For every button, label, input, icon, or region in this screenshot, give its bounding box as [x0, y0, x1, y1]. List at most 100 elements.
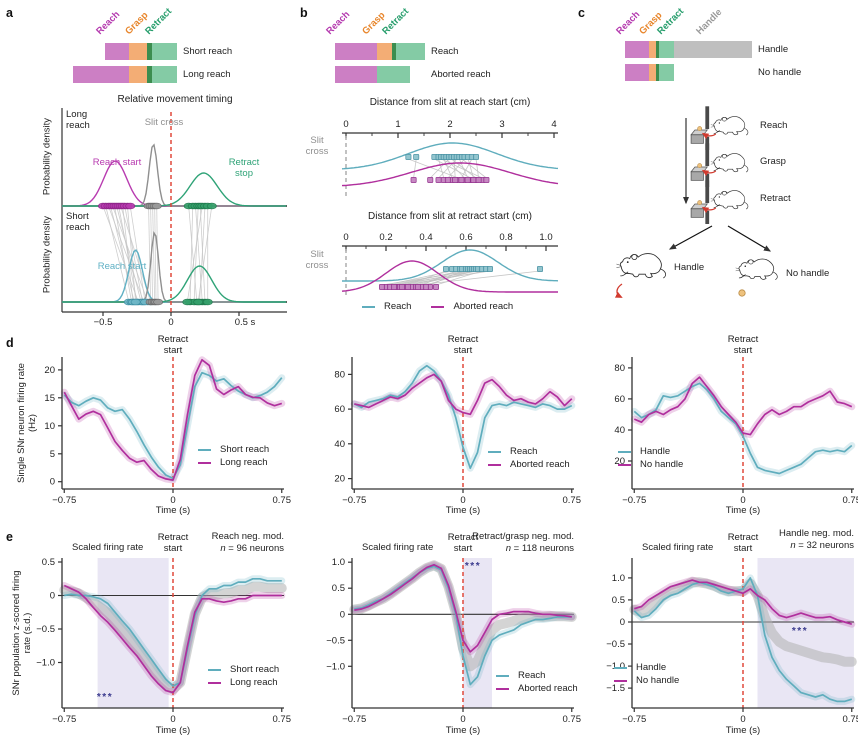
bar-segment-grasp: [377, 43, 392, 60]
data-point: [390, 283, 397, 290]
density-curve-reach: [341, 142, 559, 170]
event-dot: [202, 298, 213, 306]
x-axis-label-time: Time (s): [445, 725, 481, 736]
bar-segment-reach: [73, 66, 129, 83]
legend-swatch: [618, 463, 631, 466]
series-line-long-reach: [63, 584, 282, 694]
data-point: [405, 153, 412, 160]
trial-connector: [434, 158, 471, 179]
chart-relative-timing: −0.5 0 0.5 s: [61, 108, 287, 328]
tick-label: 0: [343, 232, 348, 243]
trial-connector: [114, 205, 132, 303]
bar-segment-grasp: [649, 64, 656, 81]
bar-segment-reach: [335, 43, 377, 60]
tick-label: 0: [740, 714, 745, 725]
data-point: [472, 153, 479, 160]
tick-label: 0.2: [379, 232, 392, 243]
series-line-short-reach: [64, 577, 282, 687]
event-dot: [130, 298, 141, 306]
density-curve: [62, 231, 286, 303]
legend: Reach Aborted reach: [496, 669, 578, 695]
data-point: [470, 176, 477, 183]
data-point: [464, 176, 471, 183]
density-curve-aborted-reach: [341, 162, 559, 187]
tick-label: 1: [395, 119, 400, 130]
data-point: [442, 265, 449, 272]
tick-label: −0.75: [342, 714, 366, 725]
legend-label: Aborted reach: [453, 301, 514, 312]
curve-label-retract-stop: Retract stop: [228, 157, 260, 179]
tick-label: 0: [740, 495, 745, 506]
data-point: [452, 176, 459, 183]
legend-label: Aborted reach: [518, 683, 578, 694]
n-italic: n: [505, 542, 512, 554]
task-illustration: [614, 106, 778, 298]
legend-entry: Reach: [362, 300, 411, 313]
event-dot: [206, 202, 217, 210]
annotation-neg-mod: Reach neg. mod. n = 96 neurons: [154, 531, 284, 554]
bar-segment-reach: [625, 64, 649, 81]
trial-connector: [148, 205, 151, 303]
bar-segment-grasp: [129, 43, 147, 60]
annotation-scaled-firing-rate: Scaled firing rate: [362, 542, 434, 553]
trial-connector: [447, 158, 465, 179]
tick-label: 40: [614, 425, 625, 436]
legend-label: Short reach: [230, 664, 280, 675]
legend-label: No handle: [636, 675, 680, 686]
n-count: = 96 neurons: [225, 542, 284, 554]
tick-label: 0: [50, 591, 55, 602]
bar-segment-sep: [656, 41, 659, 58]
x-axis-label-time: Time (s): [725, 505, 761, 516]
sequence-label-grasp: Grasp: [760, 156, 786, 167]
x-axis-label-time: Time (s): [445, 505, 481, 516]
y-axis-label: Probability density: [41, 215, 53, 294]
neg-mod-line2: n = 118 neurons: [424, 543, 574, 555]
tick-label: 0: [170, 714, 175, 725]
legend-label: Reach: [518, 670, 546, 681]
trial-connector: [438, 158, 445, 179]
tick-label: −0.5: [36, 624, 55, 635]
vline-label-retract-start: Retract start: [157, 334, 189, 356]
legend-swatch: [614, 666, 627, 669]
food-pellet: [697, 126, 703, 132]
data-point: [483, 176, 490, 183]
tick-label: 0: [50, 477, 55, 488]
event-dot: [182, 298, 193, 306]
bar-segment-grasp: [649, 41, 656, 58]
chart-b_retract_start_distance: 0 0.2 0.4 0.6 0.8 1.0: [341, 232, 559, 298]
neg-mod-line2: n = 96 neurons: [154, 543, 284, 555]
series-line-aborted-reach: [354, 373, 573, 416]
plot-title: Relative movement timing: [117, 94, 233, 105]
phase-bars-a: [73, 43, 177, 83]
legend: Reach Aborted reach: [362, 300, 513, 313]
panel-letter-a: a: [6, 6, 13, 20]
bar-segment-sep: [392, 43, 396, 60]
group-label-short-reach: Short reach: [66, 211, 90, 233]
tick-label: 80: [614, 363, 625, 374]
legend-label: Long reach: [220, 457, 268, 468]
trial-connector: [393, 270, 479, 286]
tick-label: 0: [460, 495, 465, 506]
legend-swatch: [496, 674, 509, 677]
chart-d2: 20 40 60 80 −0.75 0 0.75: [334, 357, 581, 506]
trial-connector: [110, 205, 135, 303]
slit-wall: [705, 180, 710, 204]
food-pellet: [697, 200, 703, 206]
legend-swatch: [618, 450, 631, 453]
legend-label: Reach: [510, 446, 538, 457]
series-line-aborted-reach: [354, 563, 572, 653]
data-point: [404, 283, 411, 290]
tick-label: 0.75: [273, 495, 292, 506]
pedestal-front: [690, 208, 704, 218]
tick-label: 10: [44, 421, 55, 432]
legend: Handle No handle: [614, 661, 679, 687]
density-curve: [62, 265, 286, 303]
event-dot: [151, 202, 162, 210]
group-label-long-reach: Long reach: [66, 109, 90, 131]
trial-connector: [152, 205, 156, 303]
legend-swatch: [496, 687, 509, 690]
tick-label: −0.75: [52, 495, 76, 506]
bar-segment-retract: [152, 66, 177, 83]
tick-label: 20: [44, 365, 55, 376]
